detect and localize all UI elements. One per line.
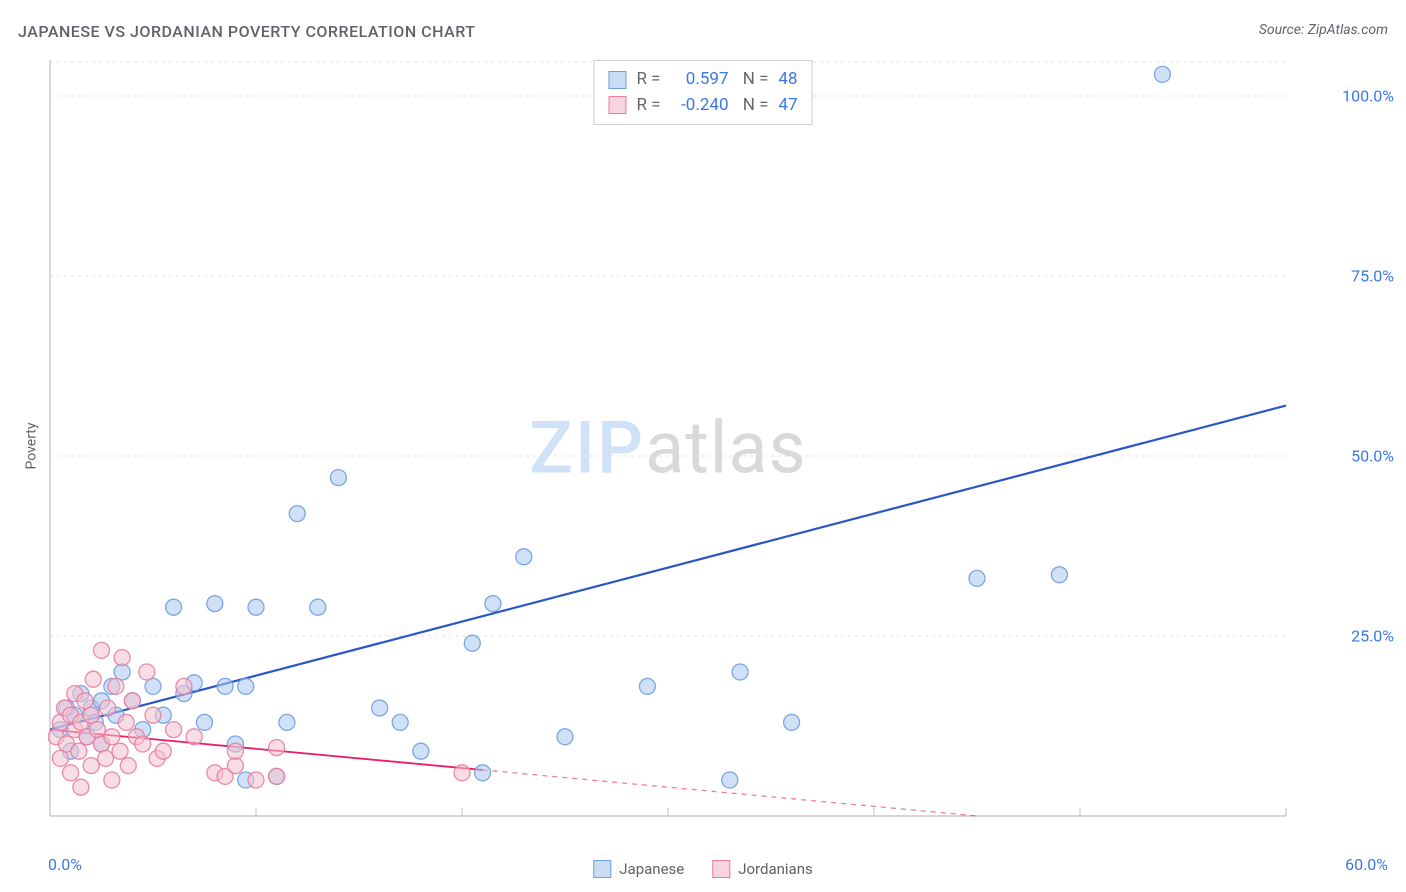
swatch-japanese bbox=[608, 71, 626, 89]
n-label: N = bbox=[739, 67, 769, 93]
chart-container: JAPANESE VS JORDANIAN POVERTY CORRELATIO… bbox=[0, 0, 1406, 892]
legend-label-jordanians: Jordanians bbox=[738, 860, 813, 878]
chart-svg bbox=[48, 58, 1288, 838]
r-value-jordanians: -0.240 bbox=[671, 93, 729, 119]
swatch-jordanians bbox=[608, 96, 626, 114]
x-tick-0: 0.0% bbox=[48, 855, 82, 874]
x-tick-60: 60.0% bbox=[1345, 855, 1388, 874]
y-axis-label: Poverty bbox=[24, 422, 40, 469]
plot-area: ZIPatlas bbox=[48, 58, 1288, 838]
bottom-legend: Japanese Jordanians bbox=[593, 860, 812, 878]
y-tick-50: 50.0% bbox=[1351, 447, 1394, 466]
n-value-japanese: 48 bbox=[778, 67, 797, 93]
legend-swatch-japanese bbox=[593, 860, 611, 878]
stats-row-japanese: R = 0.597 N = 48 bbox=[608, 67, 797, 93]
stats-legend-box: R = 0.597 N = 48 R = -0.240 N = 47 bbox=[593, 60, 812, 125]
n-label: N = bbox=[739, 93, 769, 119]
legend-label-japanese: Japanese bbox=[619, 860, 684, 878]
y-tick-75: 75.0% bbox=[1351, 267, 1394, 286]
legend-swatch-jordanians bbox=[712, 860, 730, 878]
legend-item-japanese: Japanese bbox=[593, 860, 684, 878]
r-label: R = bbox=[636, 93, 660, 119]
y-tick-25: 25.0% bbox=[1351, 627, 1394, 646]
stats-row-jordanians: R = -0.240 N = 47 bbox=[608, 93, 797, 119]
chart-title: JAPANESE VS JORDANIAN POVERTY CORRELATIO… bbox=[18, 22, 476, 41]
r-label: R = bbox=[636, 67, 660, 93]
r-value-japanese: 0.597 bbox=[671, 67, 729, 93]
legend-item-jordanians: Jordanians bbox=[712, 860, 813, 878]
y-tick-100: 100.0% bbox=[1342, 87, 1394, 106]
n-value-jordanians: 47 bbox=[778, 93, 797, 119]
source-attribution: Source: ZipAtlas.com bbox=[1259, 22, 1388, 38]
